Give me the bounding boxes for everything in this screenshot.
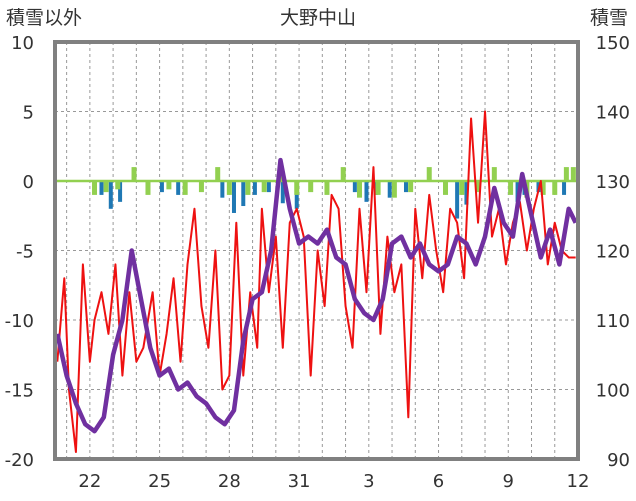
precip-bar — [231, 181, 236, 213]
left-axis-ticks: 10 5 0 -5 -10 -15 -20 — [5, 33, 34, 471]
left-tick-label: 5 — [23, 103, 34, 124]
precip-bar — [241, 181, 246, 207]
sunshine-bar — [508, 181, 514, 195]
sunshine-bar — [491, 167, 497, 181]
precip-bar — [464, 181, 469, 205]
left-axis-title: 積雪以外 — [6, 7, 82, 29]
precip-bar — [280, 181, 285, 204]
precip-bar — [252, 181, 257, 195]
sunshine-bar — [145, 181, 151, 195]
sunshine-bar — [115, 181, 121, 190]
frame-rect — [53, 40, 580, 461]
left-tick-label: -10 — [5, 311, 34, 332]
sunshine-bar — [308, 181, 314, 193]
precip-bar — [562, 181, 567, 195]
temp-line — [56, 110, 576, 454]
sunshine-bar — [103, 181, 109, 193]
precip-bar — [455, 181, 460, 219]
x-tick-label: 25 — [148, 471, 171, 492]
right-axis-ticks: 150 140 130 120 110 100 90 — [596, 33, 630, 471]
sunshine-bar — [131, 167, 137, 181]
x-tick-label: 22 — [78, 471, 101, 492]
sunshine-bar — [408, 181, 414, 193]
sunshine-bar — [166, 181, 172, 190]
sunshine-bar — [226, 181, 232, 195]
sunshine-bar — [245, 181, 251, 195]
sunshine-bar — [540, 181, 546, 195]
precip-bar — [220, 181, 225, 198]
sunshine-bar — [375, 181, 381, 195]
plot-frame — [53, 40, 580, 461]
precip-bar — [266, 181, 271, 193]
x-tick-label: 3 — [363, 471, 374, 492]
x-tick-label: 6 — [433, 471, 444, 492]
right-tick-label: 90 — [607, 450, 630, 471]
left-tick-label: 10 — [11, 33, 34, 54]
x-tick-label: 28 — [218, 471, 241, 492]
sunshine-bar — [92, 181, 98, 195]
sunshine-bar — [552, 181, 558, 195]
right-tick-label: 110 — [596, 311, 630, 332]
x-axis-ticks: 22252831369121518 — [78, 471, 590, 492]
sunshine-bar — [198, 181, 204, 193]
right-tick-label: 150 — [596, 33, 630, 54]
left-tick-label: -5 — [16, 242, 34, 263]
sunshine-bar — [426, 167, 432, 181]
precip-bar — [364, 181, 369, 202]
precip-bar — [403, 181, 408, 193]
left-tick-label: -20 — [5, 450, 34, 471]
sunshine-bar — [563, 167, 569, 181]
left-tick-label: -15 — [5, 381, 34, 402]
x-tick-label: 9 — [503, 471, 514, 492]
temp-series — [56, 110, 576, 454]
precip-bar — [108, 181, 113, 209]
snow-series — [55, 157, 578, 434]
sunshine-bar — [182, 181, 188, 195]
sunshine-bar — [357, 181, 363, 198]
sunshine-bar — [459, 181, 465, 195]
sunshine-bar — [215, 167, 221, 181]
sunshine-bar — [294, 181, 300, 195]
precip-bar — [352, 181, 357, 193]
sunshine-bar — [443, 181, 449, 195]
precip-bar — [118, 181, 123, 202]
sunshine-bar — [475, 181, 481, 193]
sunshine-bar — [570, 167, 576, 181]
precip-bar — [99, 181, 104, 195]
right-tick-label: 140 — [596, 103, 630, 124]
sunshine-bar — [391, 181, 397, 198]
sunshine-series — [92, 167, 576, 198]
precip-bar — [159, 181, 164, 193]
right-tick-label: 120 — [596, 242, 630, 263]
left-tick-label: 0 — [23, 172, 34, 193]
precip-bar — [387, 181, 392, 198]
right-tick-label: 100 — [596, 381, 630, 402]
x-tick-label: 31 — [288, 471, 311, 492]
sunshine-bar — [324, 181, 330, 195]
chart-title: 大野中山 — [280, 7, 356, 29]
sunshine-bar — [261, 181, 267, 193]
right-axis-title: 積雪 — [590, 7, 628, 29]
x-tick-label: 12 — [567, 471, 590, 492]
sunshine-bar — [340, 167, 346, 181]
right-tick-label: 130 — [596, 172, 630, 193]
precip-bar — [176, 181, 181, 195]
snow-depth-line — [55, 157, 578, 434]
